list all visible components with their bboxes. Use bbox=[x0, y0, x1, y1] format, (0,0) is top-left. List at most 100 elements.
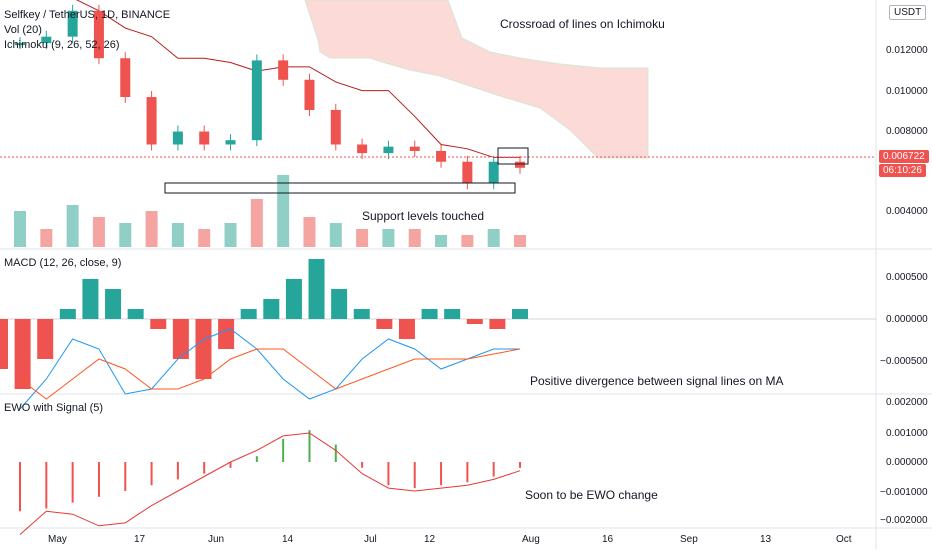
macd-bar bbox=[353, 309, 370, 319]
candle bbox=[67, 10, 78, 37]
volume-bar bbox=[66, 205, 79, 247]
macd-bar bbox=[444, 309, 461, 319]
ewo-tick: 0.002000 bbox=[886, 397, 928, 408]
macd-bar bbox=[421, 309, 438, 319]
ewo-bar bbox=[203, 462, 206, 474]
ewo-bar bbox=[440, 462, 443, 486]
price-tick: 0.004000 bbox=[886, 206, 928, 217]
ewo-bar bbox=[387, 462, 390, 486]
volume-bar bbox=[14, 211, 26, 247]
macd-bar bbox=[489, 319, 506, 329]
candle bbox=[199, 131, 210, 145]
ewo-bar bbox=[255, 456, 258, 462]
macd-bar bbox=[376, 319, 393, 329]
time-label: Aug bbox=[522, 534, 540, 545]
volume-bar bbox=[224, 223, 237, 247]
candle bbox=[146, 97, 157, 145]
macd-bar bbox=[331, 289, 348, 319]
volume-bar bbox=[92, 217, 105, 247]
vol-label: Vol (20) bbox=[4, 24, 42, 36]
time-label: Oct bbox=[836, 534, 852, 545]
currency-button[interactable]: USDT bbox=[889, 5, 927, 20]
macd-bar bbox=[105, 289, 122, 319]
ewo-histogram bbox=[19, 430, 521, 512]
candle bbox=[278, 60, 289, 80]
volume-bar bbox=[303, 217, 316, 247]
ewo-label: EWO with Signal (5) bbox=[4, 402, 103, 414]
time-label: Jul bbox=[364, 534, 377, 545]
candle bbox=[120, 58, 131, 98]
macd-label: MACD (12, 26, close, 9) bbox=[4, 257, 121, 269]
ichimoku-label: Ichimoku (9, 26, 52, 26) bbox=[4, 39, 120, 51]
candle bbox=[436, 150, 447, 162]
ewo-bar bbox=[334, 444, 337, 462]
macd-signal-line bbox=[19, 348, 521, 400]
candle bbox=[488, 161, 499, 184]
macd-bar bbox=[127, 309, 144, 319]
volume-bar bbox=[329, 223, 342, 247]
macd-tick: 0.000500 bbox=[886, 272, 928, 283]
ewo-bar bbox=[492, 462, 495, 477]
annotation-macd[interactable]: Positive divergence between signal lines… bbox=[530, 374, 783, 388]
price-tick: 0.012000 bbox=[886, 45, 928, 56]
volume-bars bbox=[14, 175, 526, 247]
time-label: Jun bbox=[208, 534, 224, 545]
ewo-bar bbox=[519, 462, 521, 468]
ewo-tick: −0.001000 bbox=[880, 487, 928, 498]
annotation-ewo[interactable]: Soon to be EWO change bbox=[525, 488, 658, 502]
macd-bar bbox=[0, 319, 8, 369]
ewo-bar bbox=[413, 462, 416, 489]
annotation-ichimoku[interactable]: Crossroad of lines on Ichimoku bbox=[500, 17, 665, 31]
volume-bar bbox=[145, 211, 158, 247]
annotation-support[interactable]: Support levels touched bbox=[362, 209, 484, 223]
candle bbox=[41, 36, 52, 44]
macd-tick: −0.000500 bbox=[880, 356, 928, 367]
candle bbox=[93, 10, 104, 59]
ewo-bar bbox=[282, 438, 285, 462]
volume-bar bbox=[382, 229, 395, 247]
ewo-tick: −0.002000 bbox=[880, 515, 928, 526]
support-box[interactable] bbox=[164, 182, 516, 194]
macd-bar bbox=[82, 279, 99, 319]
volume-bar bbox=[250, 199, 263, 247]
time-label: Sep bbox=[680, 534, 698, 545]
volume-bar bbox=[119, 223, 132, 247]
macd-bar bbox=[172, 319, 189, 359]
ichimoku-cloud bbox=[304, 0, 649, 159]
candle bbox=[383, 146, 394, 154]
current-box[interactable] bbox=[497, 147, 529, 165]
candle bbox=[357, 144, 368, 154]
macd-histogram bbox=[0, 259, 528, 389]
time-label: 14 bbox=[282, 534, 294, 545]
ewo-bar bbox=[361, 462, 364, 468]
ewo-bar bbox=[150, 462, 153, 486]
volume-bar bbox=[40, 229, 53, 247]
macd-bar bbox=[195, 319, 212, 379]
candle bbox=[15, 43, 25, 46]
macd-bar bbox=[240, 309, 257, 319]
countdown-tag: 06:10:26 bbox=[879, 164, 926, 177]
macd-bar bbox=[308, 259, 325, 319]
volume-bar bbox=[461, 235, 474, 247]
ewo-signal-line bbox=[19, 432, 521, 535]
ewo-bar bbox=[308, 430, 311, 462]
candle bbox=[172, 131, 183, 145]
volume-bar bbox=[356, 229, 369, 247]
ewo-bar bbox=[97, 462, 100, 497]
time-label: 13 bbox=[760, 534, 772, 545]
candle bbox=[304, 79, 315, 110]
macd-bar bbox=[285, 279, 302, 319]
macd-bar bbox=[263, 299, 280, 319]
ewo-bar bbox=[45, 462, 48, 509]
ewo-bar bbox=[124, 462, 127, 491]
ewo-tick: 0.001000 bbox=[886, 428, 928, 439]
ewo-bar bbox=[176, 462, 179, 480]
macd-bar bbox=[150, 319, 167, 329]
volume-bar bbox=[408, 229, 421, 247]
candle bbox=[462, 161, 473, 184]
candle bbox=[251, 60, 262, 141]
price-tick: 0.008000 bbox=[886, 126, 928, 137]
macd-line bbox=[19, 328, 520, 410]
